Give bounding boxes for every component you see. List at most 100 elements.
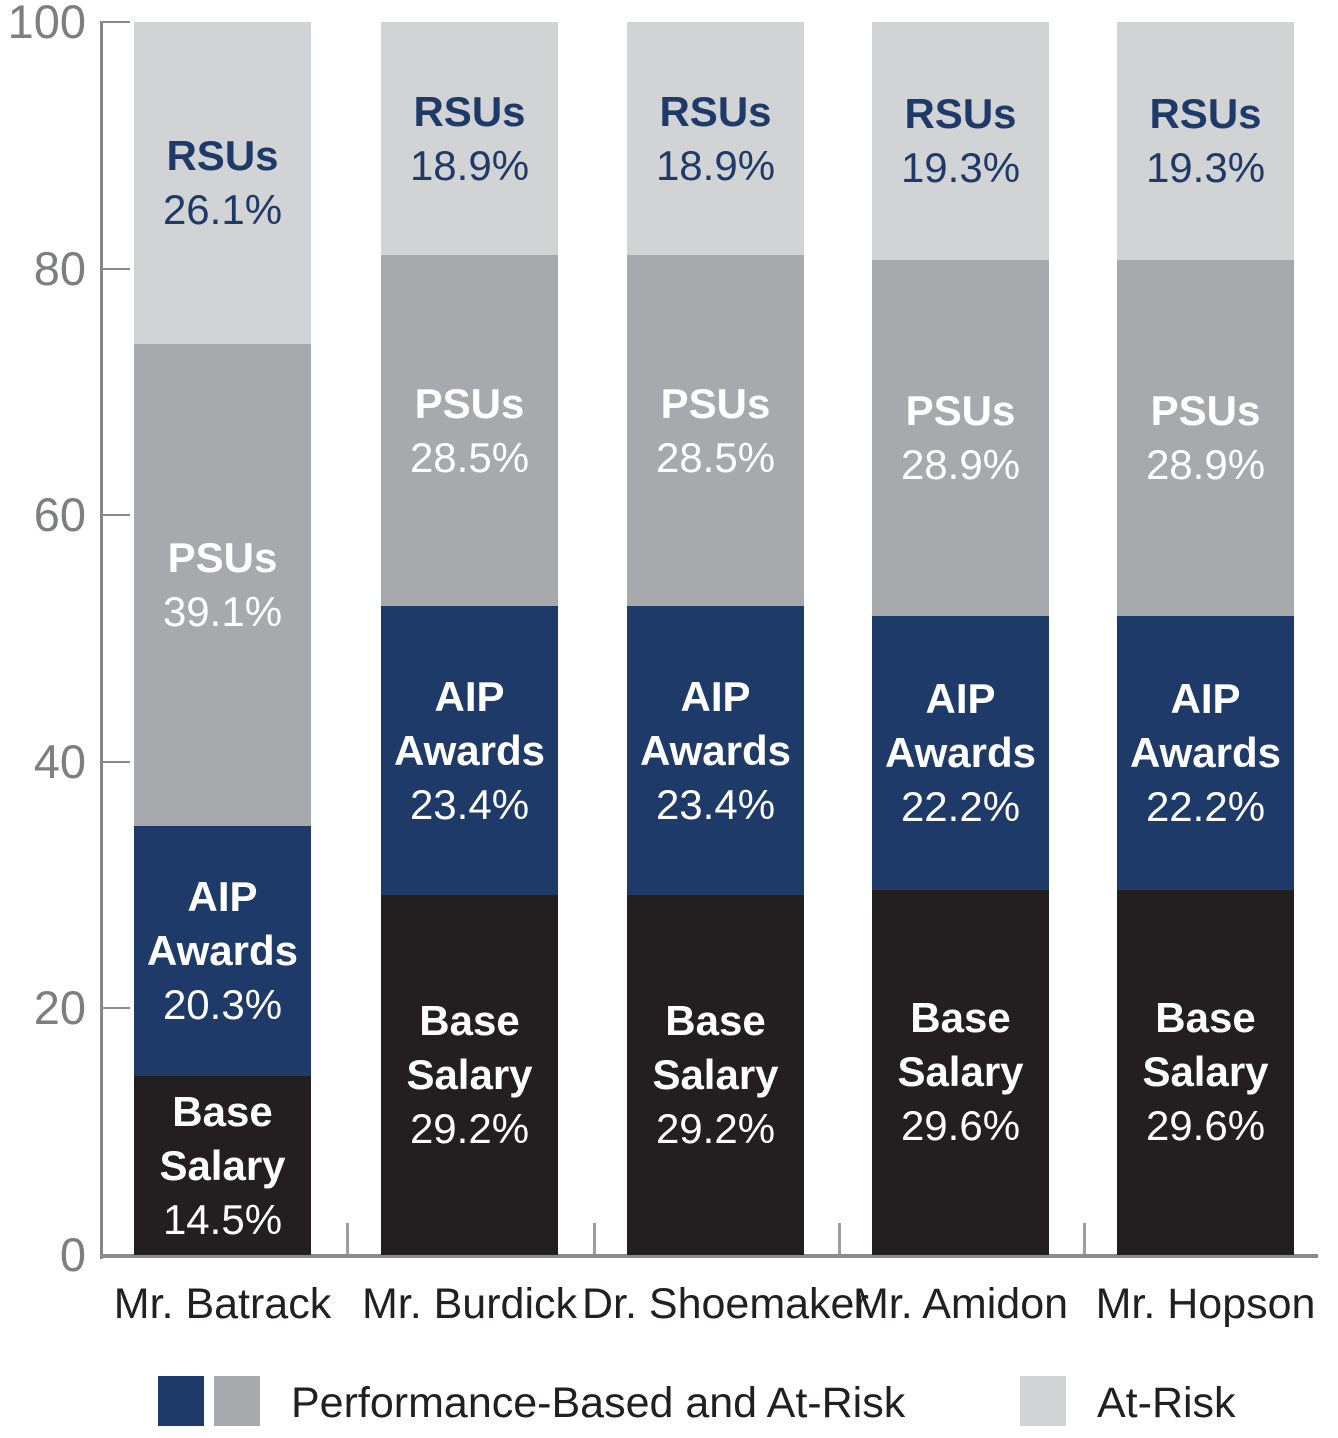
- segment-label: AIP: [925, 675, 996, 723]
- bar-mr-amidon: RSUs 19.3% PSUs 28.9% AIP Awards 22.2% Base Sala…: [872, 22, 1049, 1255]
- legend-color-swatch: [158, 1375, 204, 1426]
- segment-value: 39.1%: [162, 587, 283, 635]
- x-axis-label: Mr. Hopson: [1095, 1280, 1316, 1328]
- segment-label: Salary: [897, 1048, 1024, 1096]
- y-axis-tick-label: 100: [7, 0, 86, 48]
- legend-swatches-at-risk: [1020, 1375, 1066, 1431]
- segment-value: 14.5%: [162, 1195, 283, 1243]
- segment-label: RSUs: [1149, 89, 1262, 137]
- segment-label: Awards: [885, 729, 1036, 777]
- segment-value: 29.2%: [409, 1104, 530, 1152]
- legend-item-at-risk: At-Risk: [1020, 1375, 1236, 1431]
- segment-aip-awards: AIP Awards 22.2%: [1117, 616, 1294, 891]
- y-axis-tick: [100, 760, 130, 763]
- segment-label: Base: [1155, 994, 1256, 1042]
- y-axis-tick: [100, 1007, 130, 1010]
- x-axis-label: Dr. Shoemaker: [582, 1280, 869, 1328]
- segment-label: Awards: [640, 726, 791, 774]
- segment-psus: PSUs 28.9%: [1117, 259, 1294, 617]
- segment-value: 28.9%: [1145, 441, 1266, 489]
- segment-label: Base: [910, 994, 1011, 1042]
- segment-label: Base: [419, 996, 520, 1044]
- segment-label: RSUs: [904, 89, 1017, 137]
- segment-label: AIP: [1170, 675, 1241, 723]
- segment-value: 18.9%: [409, 141, 530, 189]
- legend-label-at-risk: At-Risk: [1097, 1378, 1236, 1427]
- segment-label: Salary: [406, 1050, 533, 1098]
- bar-mr-hopson: RSUs 19.3% PSUs 28.9% AIP Awards 22.2% Base Sala…: [1117, 22, 1294, 1255]
- legend-color-swatch: [1020, 1375, 1066, 1426]
- segment-base-salary: Base Salary 29.6%: [1117, 890, 1294, 1255]
- y-axis-tick-label: 40: [33, 734, 86, 788]
- legend-swatches-performance-based: [158, 1375, 260, 1431]
- segment-value: 23.4%: [409, 780, 530, 828]
- x-axis-label: Mr. Burdick: [361, 1280, 578, 1328]
- bar-mr-batrack: RSUs 26.1% PSUs 39.1% AIP Awards 20.3% Base Sala…: [134, 22, 311, 1255]
- segment-aip-awards: AIP Awards 23.4%: [381, 606, 558, 895]
- segment-label: RSUs: [166, 131, 279, 179]
- segment-psus: PSUs 39.1%: [134, 343, 311, 826]
- segment-rsus: RSUs 18.9%: [381, 22, 558, 256]
- segment-value: 23.4%: [655, 780, 776, 828]
- segment-value: 29.6%: [900, 1102, 1021, 1150]
- segment-rsus: RSUs 18.9%: [627, 22, 804, 256]
- bar-dr-shoemaker: RSUs 18.9% PSUs 28.5% AIP Awards 23.4% Base Sala…: [627, 22, 804, 1255]
- segment-psus: PSUs 28.9%: [872, 259, 1049, 617]
- x-axis-label: Mr. Amidon: [852, 1280, 1069, 1328]
- segment-base-salary: Base Salary 29.2%: [627, 894, 804, 1255]
- segment-label: Salary: [159, 1141, 286, 1189]
- segment-psus: PSUs 28.5%: [627, 255, 804, 607]
- segment-value: 22.2%: [1145, 783, 1266, 831]
- segment-value: 28.5%: [409, 433, 530, 481]
- segment-aip-awards: AIP Awards 23.4%: [627, 606, 804, 895]
- y-axis-tick-label: 80: [33, 241, 86, 295]
- segment-psus: PSUs 28.5%: [381, 255, 558, 607]
- segment-label: AIP: [680, 672, 751, 720]
- segment-value: 29.6%: [1145, 1102, 1266, 1150]
- segment-value: 19.3%: [1145, 143, 1266, 191]
- segment-value: 26.1%: [162, 185, 283, 233]
- segment-aip-awards: AIP Awards 20.3%: [134, 825, 311, 1077]
- category-separator-tick: [1083, 1223, 1086, 1254]
- segment-rsus: RSUs 26.1%: [134, 22, 311, 344]
- segment-value: 28.5%: [655, 433, 776, 481]
- y-axis-tick-label: 60: [33, 488, 86, 542]
- legend-label-performance-based: Performance-Based and At-Risk: [291, 1378, 906, 1427]
- segment-base-salary: Base Salary 29.6%: [872, 890, 1049, 1255]
- segment-value: 22.2%: [900, 783, 1021, 831]
- category-separator-tick: [592, 1223, 596, 1254]
- category-separator-tick: [346, 1223, 349, 1254]
- segment-rsus: RSUs 19.3%: [1117, 22, 1294, 260]
- segment-label: PSUs: [1150, 387, 1261, 435]
- segment-label: Salary: [652, 1050, 779, 1098]
- segment-label: PSUs: [167, 533, 278, 581]
- x-axis-baseline: [100, 1254, 1318, 1258]
- segment-value: 18.9%: [655, 141, 776, 189]
- y-axis-line: [100, 22, 103, 1259]
- segment-base-salary: Base Salary 14.5%: [134, 1076, 311, 1255]
- segment-label: AIP: [187, 873, 258, 921]
- segment-aip-awards: AIP Awards 22.2%: [872, 616, 1049, 891]
- segment-label: Base: [665, 996, 766, 1044]
- segment-label: RSUs: [413, 87, 526, 135]
- category-separator-tick: [838, 1223, 841, 1254]
- segment-label: PSUs: [414, 379, 525, 427]
- segment-value: 29.2%: [655, 1104, 776, 1152]
- segment-label: Base: [172, 1087, 273, 1135]
- segment-label: AIP: [434, 672, 505, 720]
- segment-base-salary: Base Salary 29.2%: [381, 894, 558, 1255]
- legend-color-swatch: [214, 1375, 260, 1426]
- legend-item-performance-based-and-at-risk: Performance-Based and At-Risk: [158, 1375, 906, 1431]
- segment-value: 19.3%: [900, 143, 1021, 191]
- y-axis-tick: [100, 267, 130, 270]
- segment-label: PSUs: [660, 379, 771, 427]
- y-axis-tick: [100, 514, 130, 517]
- segment-value: 20.3%: [162, 981, 283, 1029]
- y-axis-tick: [100, 21, 130, 23]
- x-axis-label: Mr. Batrack: [113, 1280, 332, 1328]
- segment-label: PSUs: [905, 387, 1016, 435]
- segment-label: Salary: [1142, 1048, 1269, 1096]
- segment-label: Awards: [147, 927, 298, 975]
- y-axis-tick-label: 0: [59, 1228, 86, 1281]
